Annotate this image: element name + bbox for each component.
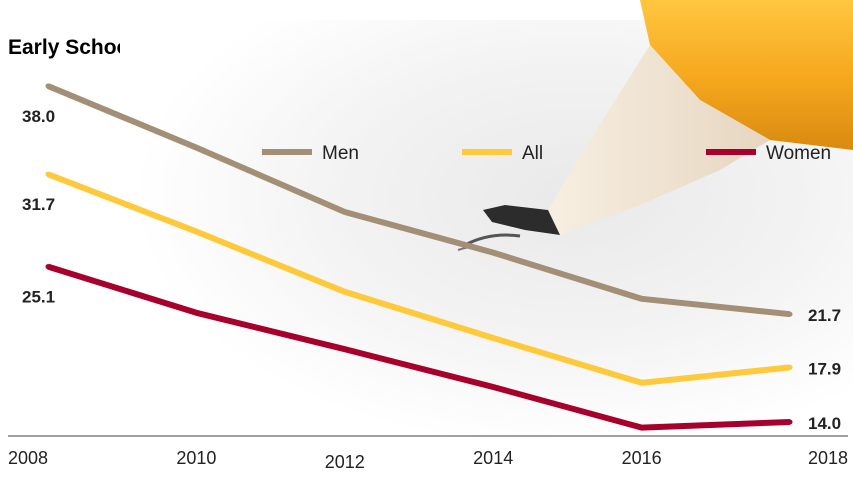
x-tick-label-2018: 2018 bbox=[808, 448, 848, 468]
legend-label-all: All bbox=[522, 143, 543, 164]
data-label-end-men: 21.7 bbox=[808, 306, 841, 325]
x-tick-label-2014: 2014 bbox=[473, 448, 513, 468]
data-point-women-2016 bbox=[639, 425, 645, 431]
data-point-men-2010 bbox=[193, 145, 199, 151]
data-point-women-2014 bbox=[490, 384, 496, 390]
data-label-start-women: 25.1 bbox=[22, 288, 55, 307]
data-point-women-2018 bbox=[787, 419, 793, 425]
data-point-men-2016 bbox=[639, 296, 645, 302]
legend-label-men: Men bbox=[322, 143, 359, 164]
x-tick-label-2010: 2010 bbox=[176, 448, 216, 468]
data-point-women-2012 bbox=[342, 346, 348, 352]
series-line-women bbox=[47, 263, 791, 431]
legend-label-women: Women bbox=[766, 143, 831, 164]
data-point-all-2018 bbox=[787, 364, 793, 370]
series-line-all bbox=[46, 171, 791, 386]
data-label-end-women: 14.0 bbox=[808, 414, 841, 433]
x-tick-label-2016: 2016 bbox=[622, 448, 662, 468]
data-label-end-all: 17.9 bbox=[808, 359, 841, 378]
x-tick-label-2012: 2012 bbox=[325, 452, 365, 472]
x-tick-label-2008: 2008 bbox=[8, 448, 48, 468]
series-line-men bbox=[46, 83, 791, 318]
data-point-all-2008 bbox=[45, 171, 51, 177]
data-point-men-2014 bbox=[490, 250, 496, 256]
data-point-men-2018 bbox=[787, 311, 793, 317]
data-point-men-2008 bbox=[45, 83, 51, 89]
data-point-all-2012 bbox=[342, 289, 348, 295]
data-point-all-2016 bbox=[639, 380, 645, 386]
data-point-men-2012 bbox=[342, 209, 348, 215]
data-point-women-2008 bbox=[45, 264, 51, 270]
data-point-all-2014 bbox=[490, 335, 496, 341]
data-point-women-2010 bbox=[193, 310, 199, 316]
data-label-start-men: 38.0 bbox=[22, 107, 55, 126]
data-point-all-2010 bbox=[193, 229, 199, 235]
data-label-start-all: 31.7 bbox=[22, 195, 55, 214]
